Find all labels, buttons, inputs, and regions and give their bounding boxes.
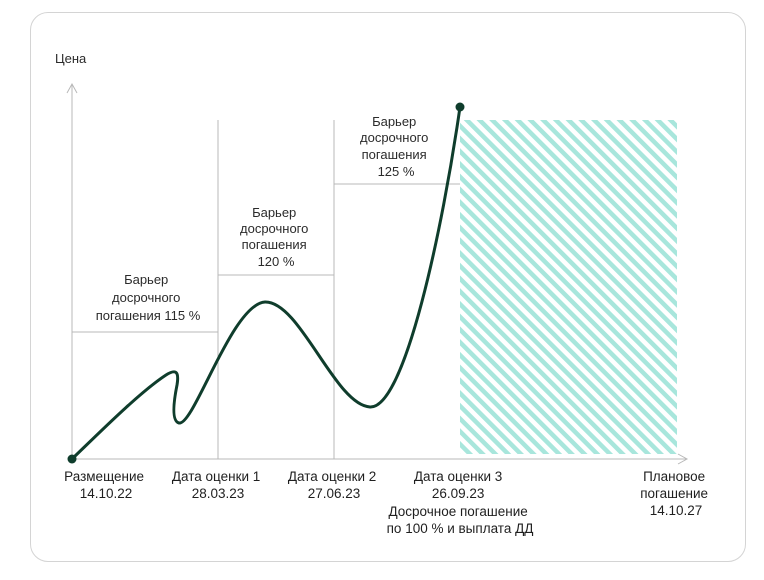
barrier-label-3: Барьер досрочного погашения 125 % [360,114,432,179]
barrier-label-2: Барьер досрочного погашения 120 % [240,205,312,269]
x-label-planned-maturity-line-1: Плановое [643,469,705,484]
x-label-planned-maturity-line-2: погашение [640,486,708,501]
post-redemption-hatched-area [460,120,677,454]
barrier-label-1: Барьер досрочного погашения 115 % [96,272,201,323]
x-label-placement-title: Размещение [64,469,144,484]
x-label-evaluation-3-note-2: по 100 % и выплата ДД [387,521,534,536]
x-label-evaluation-3-title: Дата оценки 3 [414,469,502,484]
y-axis-label: Цена [55,51,87,66]
barrier-label-1-line-3: погашения 115 % [96,308,201,323]
x-label-evaluation-3-date: 26.09.23 [432,486,485,501]
y-axis-arrow [66,82,78,94]
barrier-label-3-line-1: Барьер [372,114,416,129]
barrier-label-2-line-4: 120 % [258,254,295,269]
x-axis-arrow [677,453,689,465]
x-label-evaluation-2: Дата оценки 2 27.06.23 [288,469,380,501]
barrier-label-2-line-1: Барьер [252,205,296,220]
curve-end-point [455,102,465,112]
x-label-evaluation-2-date: 27.06.23 [308,486,361,501]
x-label-placement-date: 14.10.22 [80,486,133,501]
barrier-label-3-line-2: досрочного [360,130,428,145]
price-curve [70,105,462,461]
barrier-label-2-line-2: досрочного [240,221,308,236]
x-label-evaluation-1: Дата оценки 1 28.03.23 [172,469,264,501]
x-label-evaluation-1-date: 28.03.23 [192,486,245,501]
x-label-planned-maturity-date: 14.10.27 [650,503,703,518]
x-label-evaluation-3-note-1: Досрочное погашение [388,504,527,519]
x-label-planned-maturity: Плановое погашение 14.10.27 [640,469,712,518]
barrier-label-3-line-4: 125 % [378,164,415,179]
x-label-evaluation-3: Дата оценки 3 26.09.23 Досрочное погашен… [387,469,534,536]
curve-start-point [67,454,77,464]
x-label-evaluation-1-title: Дата оценки 1 [172,469,260,484]
x-label-evaluation-2-title: Дата оценки 2 [288,469,376,484]
barrier-label-1-line-2: досрочного [112,290,180,305]
x-label-placement: Размещение 14.10.22 [64,469,148,501]
barrier-label-1-line-1: Барьер [124,272,168,287]
barrier-label-3-line-3: погашения [362,147,427,162]
barrier-label-2-line-3: погашения [242,237,307,252]
